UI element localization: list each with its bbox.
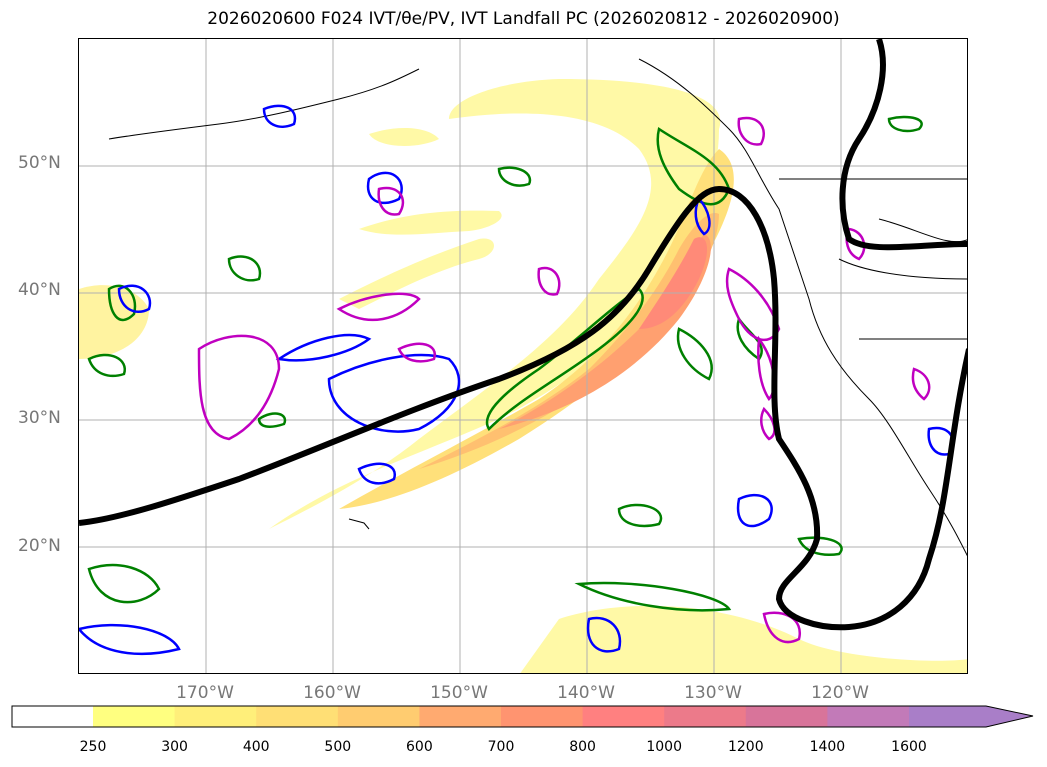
colorbar-swatch-700 (501, 706, 584, 727)
lon-label-170w: 170°W (176, 683, 234, 703)
theta-e-contours (87, 115, 923, 612)
ivt-plume (79, 79, 967, 673)
map-title: 2026020600 F024 IVT/θe/PV, IVT Landfall … (207, 9, 840, 29)
lon-label-140w: 140°W (557, 683, 615, 703)
colorbar-tick-300: 300 (161, 739, 188, 755)
colorbar-swatch-400 (256, 706, 339, 727)
colorbar-tick-1600: 1600 (891, 739, 927, 755)
lat-label-50n: 50°N (18, 153, 61, 173)
pv-contours (79, 104, 955, 655)
map-canvas (79, 39, 967, 673)
colorbar-tick-400: 400 (242, 739, 270, 755)
colorbar-swatch-600 (419, 706, 502, 727)
colorbar (11, 705, 1034, 728)
colorbar-swatch-1200 (745, 706, 828, 727)
colorbar-tick-600: 600 (406, 739, 433, 755)
colorbar-swatch-500 (337, 706, 420, 727)
colorbar-tick-800: 800 (569, 739, 596, 755)
landfall-pc-contour (79, 39, 967, 631)
lon-label-130w: 130°W (684, 683, 742, 703)
lat-label-20n: 20°N (18, 536, 61, 556)
gridlines (79, 39, 967, 673)
colorbar-swatch-300 (174, 706, 257, 727)
colorbar-swatch-below (12, 706, 93, 727)
colorbar-tick-1000: 1000 (646, 739, 683, 755)
lat-label-40n: 40°N (18, 280, 61, 300)
colorbar-swatch-1400 (827, 706, 910, 727)
colorbar-swatches (12, 706, 1033, 727)
colorbar-swatch-800 (582, 706, 665, 727)
pv-negative-contours (197, 116, 931, 644)
lon-label-150w: 150°W (430, 683, 488, 703)
lon-label-160w: 160°W (303, 683, 361, 703)
coastlines (108, 58, 967, 557)
colorbar-tick-500: 500 (324, 739, 352, 755)
lon-label-120w: 120°W (811, 683, 869, 703)
colorbar-tick-1400: 1400 (809, 739, 846, 755)
colorbar-swatch-250 (93, 706, 176, 727)
map-panel (78, 38, 968, 674)
colorbar-tick-1200: 1200 (727, 739, 764, 755)
colorbar-tick-700: 700 (487, 739, 515, 755)
colorbar-swatch-1600 (909, 706, 1033, 727)
lat-label-30n: 30°N (18, 408, 61, 428)
colorbar-tick-250: 250 (79, 739, 107, 755)
colorbar-swatch-1000 (664, 706, 747, 727)
